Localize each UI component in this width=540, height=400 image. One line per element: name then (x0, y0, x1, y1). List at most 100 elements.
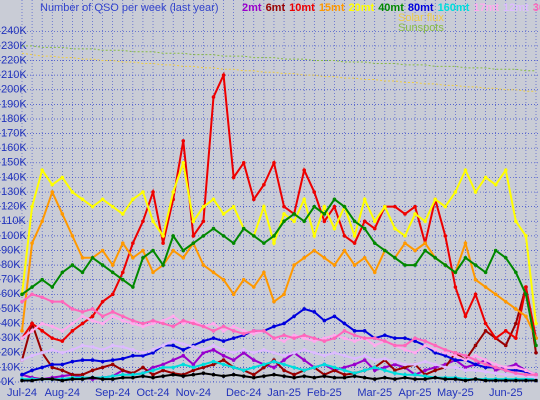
data-point (161, 343, 165, 348)
data-point (312, 339, 317, 343)
data-point (120, 314, 125, 319)
data-point (282, 353, 286, 358)
series-line (21, 315, 537, 376)
y-tick-label: 20K (1, 347, 21, 359)
data-point (463, 353, 468, 358)
data-point (231, 350, 236, 355)
data-point (131, 318, 135, 323)
data-point (443, 353, 448, 358)
data-point (503, 368, 508, 373)
data-point (312, 375, 317, 380)
data-point (120, 368, 125, 373)
data-point (282, 292, 286, 297)
data-point (141, 255, 145, 260)
data-point (312, 365, 317, 370)
series-line (22, 360, 536, 381)
data-point (40, 329, 44, 333)
data-point (100, 321, 105, 326)
data-point (332, 368, 337, 373)
data-point (110, 263, 115, 267)
data-point (332, 204, 337, 209)
y-tick-label: 150K (1, 157, 27, 169)
data-point (252, 285, 256, 289)
data-point (201, 339, 206, 343)
data-point (151, 321, 155, 326)
data-point (20, 299, 24, 304)
data-point (100, 365, 105, 370)
data-point (120, 375, 125, 380)
data-point (181, 318, 186, 323)
data-point (70, 348, 75, 352)
data-point (403, 362, 407, 367)
y-tick-label: 30K (1, 332, 21, 344)
data-point (503, 299, 508, 304)
data-point (322, 362, 327, 367)
data-point (433, 348, 438, 352)
data-point (423, 359, 427, 364)
data-point (231, 324, 236, 329)
data-point (221, 358, 226, 362)
data-point (181, 353, 186, 358)
data-point (30, 292, 34, 297)
data-point (514, 219, 518, 224)
x-tick-label: May-25 (437, 387, 474, 399)
data-point (70, 263, 75, 267)
data-point (524, 314, 528, 319)
data-point (181, 342, 186, 346)
data-point (302, 307, 306, 311)
data-point (80, 321, 85, 326)
data-point (423, 377, 427, 381)
data-point (201, 219, 206, 224)
data-point (352, 234, 357, 238)
data-point (493, 362, 498, 367)
data-point (524, 285, 528, 289)
data-point (413, 248, 417, 253)
data-point (403, 336, 407, 340)
data-point (403, 375, 407, 380)
data-point (60, 339, 65, 343)
legend-label: 10mt (289, 2, 315, 14)
data-point (342, 234, 347, 238)
data-point (362, 353, 367, 358)
data-point (181, 374, 186, 378)
data-point (413, 339, 417, 343)
data-point (493, 292, 498, 297)
data-point (171, 339, 175, 343)
data-point (413, 336, 417, 340)
data-point (524, 292, 528, 297)
data-point (201, 362, 206, 367)
data-point (433, 368, 438, 373)
data-point (20, 336, 24, 340)
data-point (171, 314, 175, 319)
data-point (141, 219, 145, 224)
data-point (20, 329, 24, 333)
data-point (383, 365, 387, 370)
data-point (221, 329, 226, 333)
data-point (110, 362, 115, 367)
data-point (362, 375, 367, 380)
data-point (252, 375, 256, 380)
data-point (181, 255, 186, 260)
x-tick-label: Jun-25 (489, 387, 523, 399)
data-point (231, 336, 236, 340)
data-point (342, 368, 347, 373)
data-point (191, 345, 196, 349)
data-point (503, 378, 508, 383)
data-point (90, 204, 95, 209)
data-point (191, 321, 196, 326)
data-point (352, 339, 357, 343)
data-point (302, 333, 306, 338)
data-point (302, 168, 306, 172)
data-point (70, 321, 75, 326)
data-point (503, 329, 508, 333)
data-point (322, 255, 327, 260)
data-point (60, 374, 65, 378)
data-point (514, 307, 518, 311)
data-point (362, 219, 367, 224)
data-point (50, 348, 55, 352)
data-point (483, 378, 488, 383)
data-point (211, 343, 216, 348)
data-point (262, 362, 266, 367)
data-point (362, 226, 367, 231)
